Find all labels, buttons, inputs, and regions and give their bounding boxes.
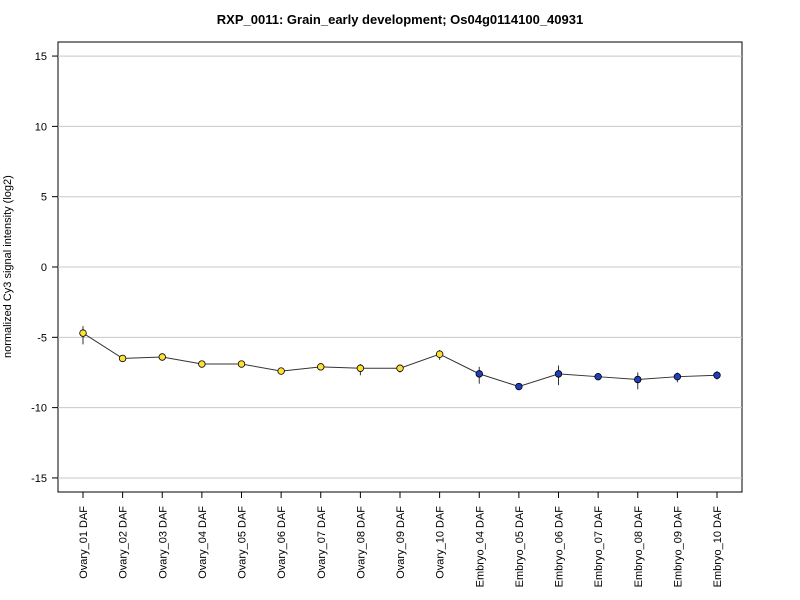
x-tick-label: Ovary_10 DAF [435,506,447,579]
data-point [515,382,523,391]
y-tick-label: 15 [35,51,47,63]
data-point [475,370,483,378]
data-point [277,367,285,375]
data-point [634,375,642,384]
x-tick-label: Ovary_09 DAF [395,506,407,579]
x-tick-label: Embryo_09 DAF [672,506,684,588]
data-points [79,329,721,391]
y-axis: -15 -10 -5 0 5 10 15 [31,51,58,485]
data-point [673,372,682,381]
data-point [435,350,444,358]
data-point [554,370,563,378]
x-tick-label: Embryo_07 DAF [593,506,605,588]
x-tick-label: Ovary_07 DAF [316,506,328,579]
data-point [118,354,127,363]
x-axis: Ovary_01 DAF Ovary_02 DAF Ovary_03 DAF Ovar… [78,492,724,587]
series-line-path [82,332,718,388]
x-tick-label: Embryo_10 DAF [712,506,724,588]
x-tick-label: Ovary_08 DAF [355,506,367,579]
x-tick-label: Ovary_02 DAF [118,506,130,579]
data-point [356,364,365,372]
x-tick-label: Embryo_04 DAF [474,506,486,588]
data-point [396,364,404,372]
x-tick-label: Ovary_03 DAF [157,506,169,579]
error-bars [82,326,718,390]
x-tick-label: Embryo_08 DAF [633,506,645,588]
y-tick-label: 10 [35,121,47,133]
data-point [237,360,246,368]
x-tick-label: Ovary_06 DAF [276,506,288,579]
data-point [79,329,87,337]
x-tick-label: Ovary_05 DAF [237,506,249,579]
data-point [594,372,602,381]
data-point [317,363,325,371]
y-tick-label: -15 [31,473,47,485]
data-point [198,360,206,368]
y-tick-label: -10 [31,403,47,415]
grid-lines [58,55,742,479]
x-tick-label: Embryo_06 DAF [554,506,566,588]
chart-title: RXP_0011: Grain_early development; Os04g… [216,12,584,27]
y-tick-label: 0 [41,262,47,274]
x-tick-label: Ovary_01 DAF [78,506,90,579]
x-tick-label: Embryo_05 DAF [514,506,526,588]
data-point [713,371,721,379]
x-tick-label: Ovary_04 DAF [197,506,209,579]
y-tick-label: 5 [41,192,47,204]
series-line [82,332,718,388]
data-point [158,353,166,361]
y-tick-label: -5 [37,332,47,344]
